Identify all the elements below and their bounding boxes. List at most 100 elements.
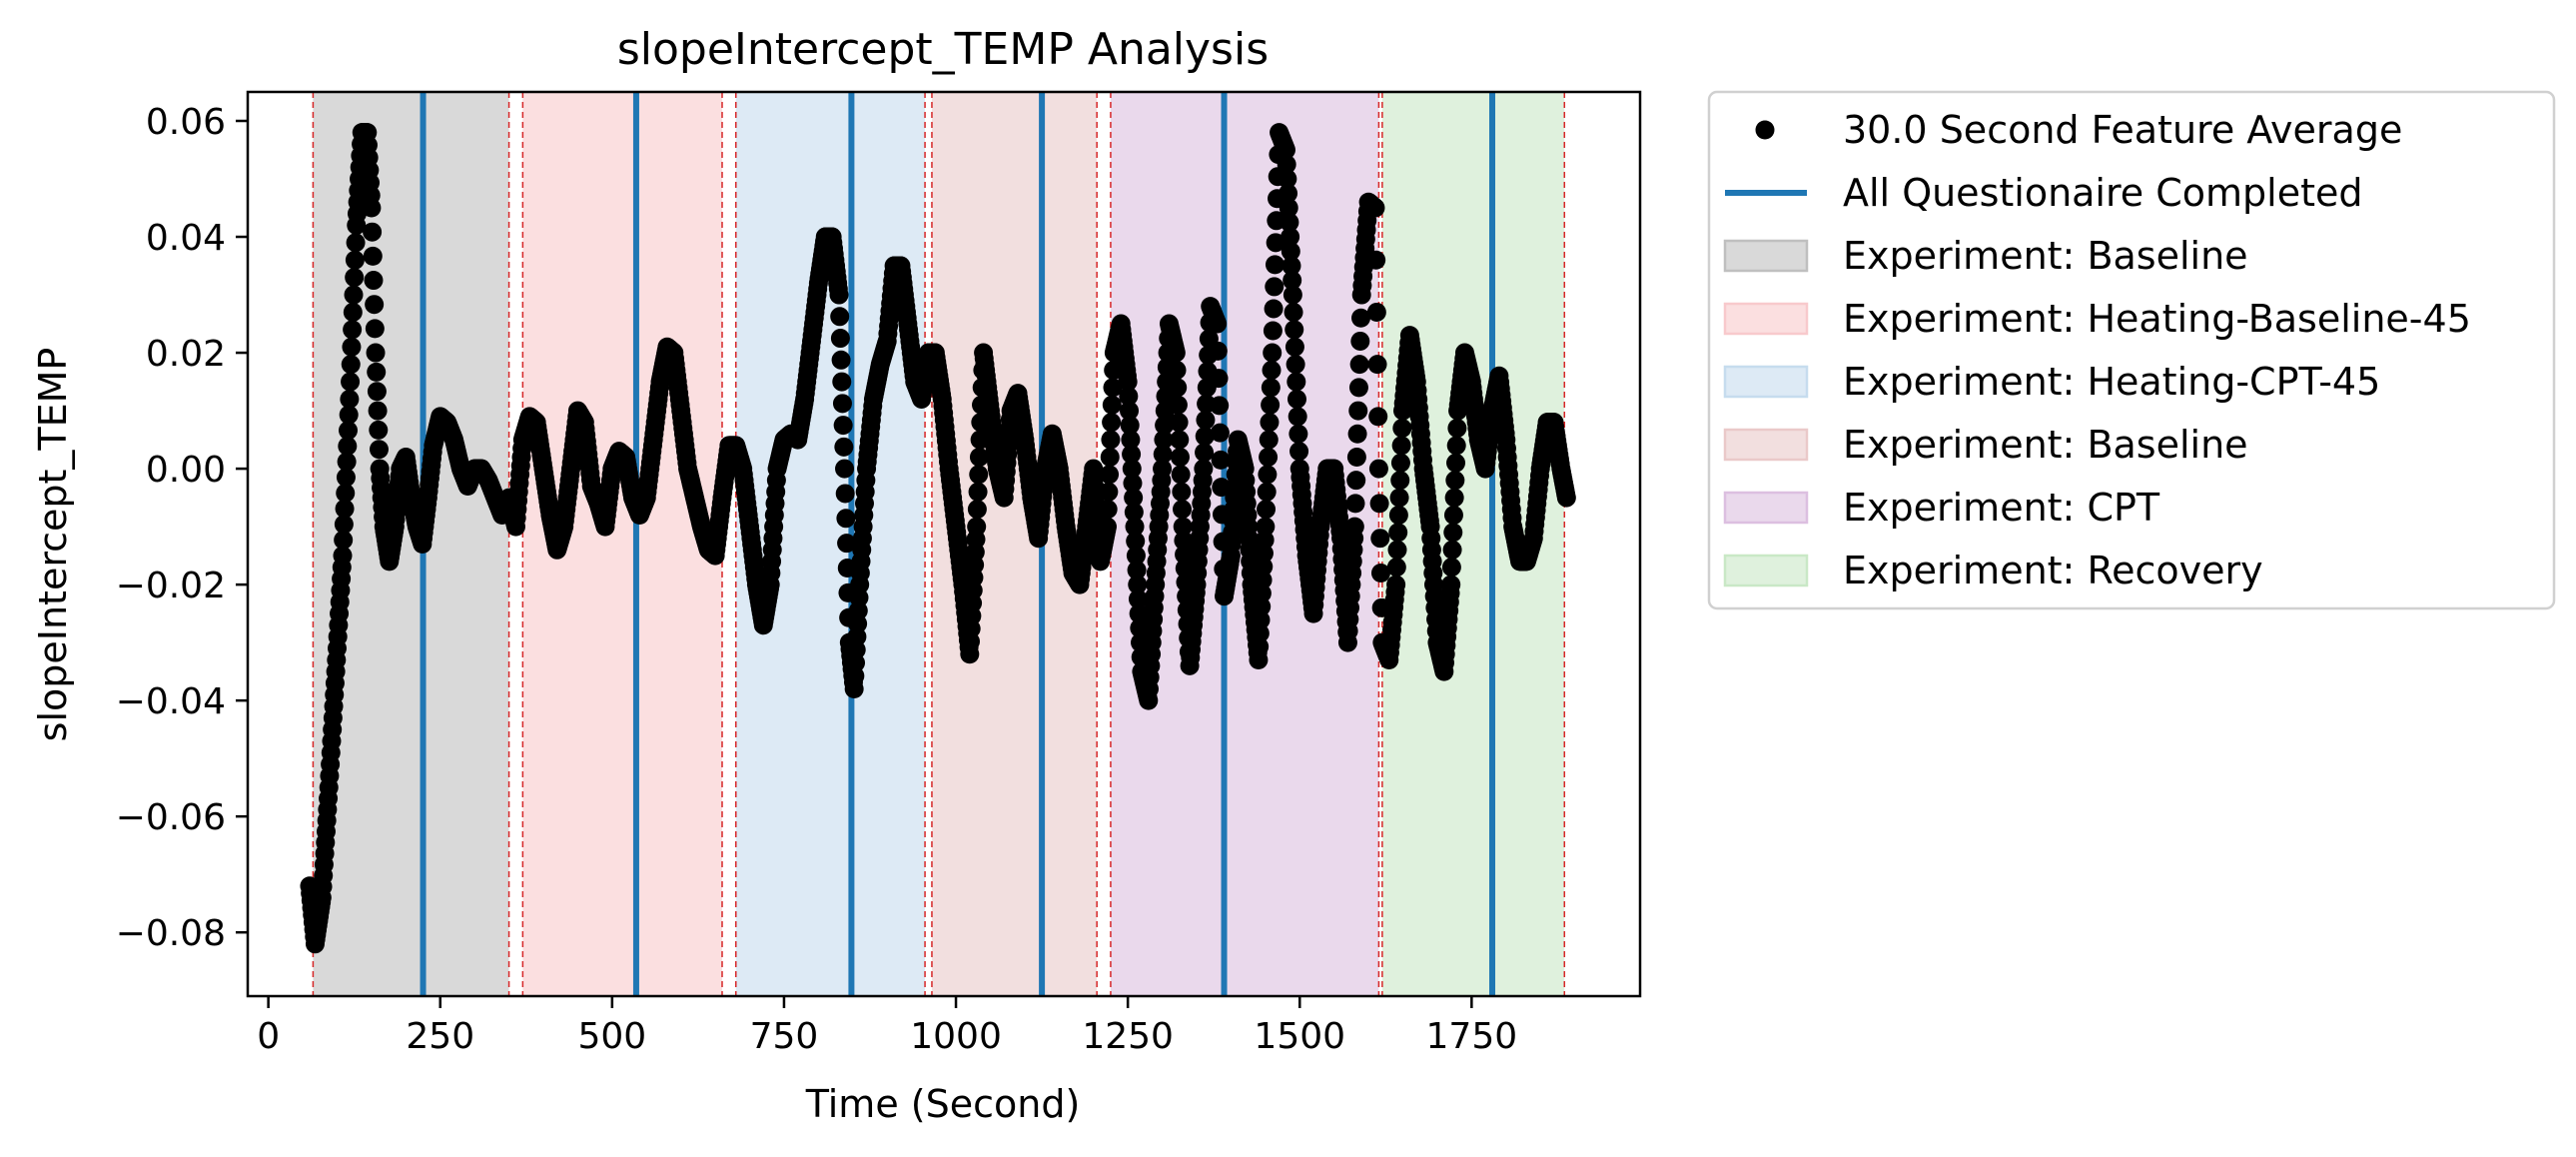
data-point	[1209, 369, 1229, 389]
data-point	[1102, 413, 1122, 433]
legend-patch	[1723, 365, 1809, 399]
data-point	[1263, 343, 1283, 363]
data-point	[1100, 447, 1120, 467]
legend-item: All Questionaire Completed	[1725, 171, 2363, 215]
data-point	[831, 350, 851, 370]
data-point	[1128, 575, 1148, 594]
data-point	[1277, 155, 1296, 175]
data-point	[1210, 423, 1230, 443]
data-point	[969, 447, 989, 467]
data-point	[1262, 360, 1282, 380]
data-point	[336, 468, 356, 488]
y-tick-label: −0.08	[116, 913, 226, 954]
legend-patch	[1723, 428, 1809, 462]
data-point	[1124, 488, 1144, 508]
data-point	[1390, 453, 1410, 473]
data-point	[345, 268, 365, 288]
data-point	[1365, 198, 1385, 218]
data-point	[1168, 378, 1188, 398]
data-point	[334, 515, 354, 535]
data-point	[1351, 308, 1371, 328]
data-point	[1174, 531, 1194, 551]
data-point	[1388, 523, 1408, 543]
data-point	[1259, 447, 1279, 467]
data-point	[335, 499, 355, 519]
legend-frame	[1707, 90, 2556, 610]
x-tick-label: 750	[750, 1016, 819, 1057]
data-point	[1263, 321, 1283, 341]
legend-label: 30.0 Second Feature Average	[1843, 108, 2402, 152]
data-point	[1283, 271, 1302, 291]
data-point	[1122, 459, 1142, 479]
data-point	[339, 421, 359, 441]
data-point	[1345, 494, 1365, 514]
x-tick-label: 0	[257, 1016, 280, 1057]
y-tick-label: 0.02	[146, 334, 226, 375]
legend-marker	[1755, 120, 1775, 140]
data-point	[1279, 198, 1298, 218]
data-point	[1208, 314, 1228, 334]
data-point	[1392, 418, 1412, 438]
data-point	[1369, 494, 1389, 514]
data-point	[346, 233, 366, 253]
data-point	[1119, 387, 1139, 407]
x-tick-label: 1750	[1426, 1016, 1518, 1057]
data-point	[1346, 447, 1366, 467]
data-point	[1252, 583, 1272, 603]
data-point	[1258, 465, 1278, 485]
data-point	[334, 530, 354, 550]
y-axis: −0.08 −0.06 −0.04 −0.02 0.00 0.02 0.04 0.06	[116, 102, 248, 954]
data-point	[967, 517, 987, 537]
data-point	[1102, 395, 1122, 415]
data-point	[336, 483, 356, 503]
data-point	[832, 394, 852, 414]
data-point	[1128, 589, 1148, 609]
data-point	[337, 452, 357, 472]
legend-item: Experiment: Heating-Baseline-45	[1723, 297, 2471, 341]
data-point	[1260, 413, 1280, 433]
data-point	[1155, 416, 1175, 436]
x-tick-label: 1250	[1082, 1016, 1174, 1057]
data-point	[1283, 285, 1302, 305]
data-point	[1442, 540, 1462, 560]
plot-frame	[246, 90, 1642, 998]
data-point	[1170, 447, 1190, 467]
data-point	[1281, 227, 1300, 247]
data-point	[366, 343, 386, 363]
data-point	[1254, 557, 1274, 577]
data-point	[338, 436, 358, 456]
legend-label: Experiment: CPT	[1843, 486, 2160, 530]
y-tick-label: −0.04	[116, 681, 226, 722]
data-point	[1196, 410, 1216, 430]
data-point	[345, 250, 365, 270]
data-point	[363, 246, 383, 266]
data-point	[1154, 430, 1174, 450]
data-point	[1282, 256, 1301, 276]
data-point	[1366, 250, 1386, 270]
data-point	[1194, 459, 1214, 479]
data-point	[1387, 540, 1407, 560]
data-point	[830, 307, 850, 327]
data-point	[1349, 355, 1369, 375]
data-point	[369, 420, 389, 440]
data-point	[833, 416, 853, 436]
y-axis-label: slopeIntercept_TEMP	[31, 348, 75, 742]
data-point	[1168, 395, 1188, 415]
data-point	[365, 319, 385, 339]
data-point	[1346, 471, 1366, 491]
data-point	[1250, 623, 1270, 643]
data-point	[1153, 459, 1173, 479]
legend-label: Experiment: Heating-CPT-45	[1843, 360, 2380, 404]
data-point	[1253, 570, 1273, 589]
data-point	[1170, 430, 1190, 450]
data-point	[1288, 407, 1307, 427]
data-point	[829, 285, 849, 305]
data-point	[1368, 407, 1388, 427]
data-point	[835, 484, 855, 504]
data-point	[1097, 517, 1117, 537]
data-point	[1347, 424, 1367, 444]
data-point	[341, 372, 361, 392]
legend-item: Experiment: Heating-CPT-45	[1723, 360, 2380, 404]
y-tick-label: 0.04	[146, 218, 226, 259]
